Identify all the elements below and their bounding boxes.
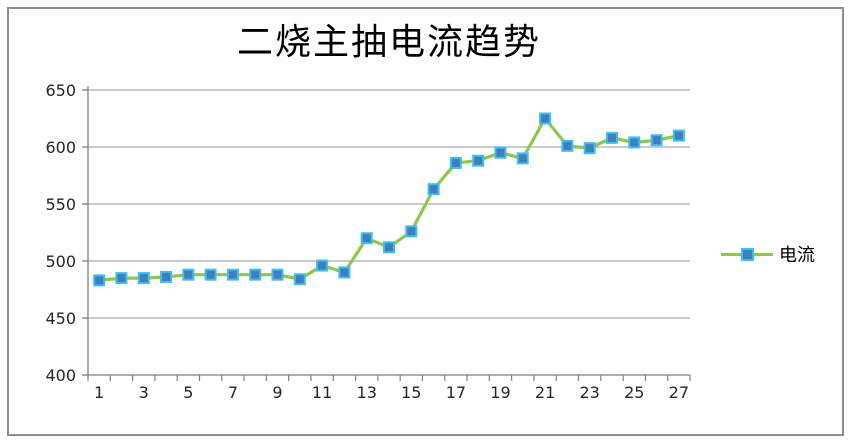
x-axis-tick-label: 23 [579,383,599,402]
y-axis-tick-label: 600 [45,138,76,157]
data-point-marker [494,146,507,159]
x-axis-tick-label: 5 [183,383,193,402]
y-axis-tick-label: 650 [45,81,76,100]
legend-marker-swatch [741,247,754,261]
data-point-marker [650,134,663,147]
data-point-marker [160,270,173,283]
data-point-marker [605,131,618,144]
data-point-marker [204,268,217,281]
x-axis-tick-label: 25 [624,383,644,402]
data-point-marker [316,259,329,272]
data-point-marker [293,273,306,286]
x-axis-tick-label: 11 [312,383,332,402]
x-axis-tick-label: 9 [272,383,282,402]
data-point-marker [226,268,239,281]
data-point-marker [360,232,373,245]
legend-key-icon [721,247,773,261]
x-axis-tick-label: 27 [669,383,689,402]
data-point-marker [561,139,574,152]
data-point-marker [449,156,462,169]
legend-series-label: 电流 [779,245,815,265]
x-axis-tick-label: 3 [139,383,149,402]
y-axis-tick-label: 550 [45,195,76,214]
y-axis-tick-label: 450 [45,309,76,328]
data-point-marker [383,241,395,254]
y-axis-tick-label: 400 [45,366,76,385]
data-point-marker [271,268,284,281]
data-point-marker [405,225,418,238]
x-axis-tick-label: 7 [228,383,238,402]
chart-frame [7,7,844,436]
x-axis-tick-label: 13 [357,383,377,402]
chart-title: 二烧主抽电流趋势 [236,22,541,62]
legend: 电流 [721,241,815,267]
data-point-marker [539,112,552,125]
x-axis-tick-label: 15 [401,383,421,402]
x-axis-tick-label: 21 [535,383,555,402]
data-point-marker [182,268,195,281]
x-axis-tick-label: 19 [490,383,510,402]
data-point-marker [472,154,485,167]
data-point-marker [338,266,351,279]
x-axis-tick-label: 17 [446,383,466,402]
data-point-marker [249,268,262,281]
x-axis-tick-label: 1 [94,383,104,402]
data-point-marker [516,152,529,165]
data-point-marker [137,272,150,285]
data-point-marker [427,183,440,196]
data-point-marker [583,142,596,155]
data-point-marker [93,274,106,287]
y-axis-tick-label: 500 [45,252,76,271]
data-point-marker [672,129,685,142]
data-point-marker [628,136,641,149]
data-point-marker [115,272,128,285]
